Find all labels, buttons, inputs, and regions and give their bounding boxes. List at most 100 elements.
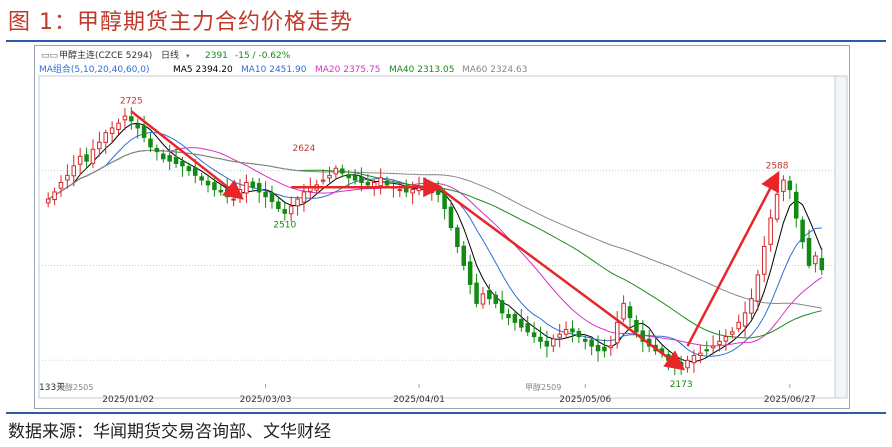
candle-body <box>103 132 108 143</box>
candle-body <box>71 165 77 177</box>
candle-body <box>742 312 748 327</box>
candle-body <box>346 174 351 179</box>
candle-body <box>167 155 172 162</box>
price-annotation: 2624 <box>292 144 315 154</box>
candle-body <box>493 294 498 304</box>
ma10-legend: MA10 2451.90 <box>241 65 307 75</box>
candle-body <box>506 314 511 319</box>
ma40-legend: MA40 2313.05 <box>389 65 454 75</box>
candles <box>45 107 825 376</box>
candle-body <box>519 318 524 328</box>
candle-body <box>365 181 371 186</box>
candle-body <box>499 300 505 314</box>
candle-body <box>65 174 70 181</box>
price-annotation: 2588 <box>766 161 789 171</box>
ma5-legend: MA5 2394.20 <box>173 65 233 75</box>
days-label: 133天 <box>39 383 65 393</box>
price-change: -15 / -0.62% <box>235 51 291 61</box>
candle-body <box>109 127 115 134</box>
candle-body <box>90 148 96 164</box>
candle-body <box>84 154 89 162</box>
candle-body <box>410 189 415 194</box>
ma60-line <box>47 149 822 309</box>
candle-body <box>58 181 64 189</box>
candle-body <box>282 209 288 214</box>
candle-body <box>122 115 128 121</box>
period-label[interactable]: 日线 <box>161 49 179 61</box>
candle-body <box>813 255 818 265</box>
candle-body <box>192 167 198 176</box>
toolbar-menu-icon[interactable]: ▭▭ <box>41 51 58 61</box>
candle-body <box>161 153 166 160</box>
candle-body <box>698 352 703 356</box>
source-rule <box>6 412 886 414</box>
right-axis-strip[interactable] <box>834 75 848 399</box>
candle-body <box>634 319 639 333</box>
candle-body <box>212 182 217 191</box>
candle-body <box>544 340 550 347</box>
candle-body <box>730 331 735 335</box>
candle-body <box>749 298 754 314</box>
candle-body <box>148 138 153 148</box>
candle-body <box>538 336 543 342</box>
candle-body <box>551 338 556 347</box>
candle-body <box>52 191 57 201</box>
candle-body <box>723 336 729 342</box>
candle-body <box>582 338 588 342</box>
candle-body <box>116 122 121 131</box>
source-note: 数据来源：华闻期货交易咨询部、文华财经 <box>8 422 331 442</box>
candle-body <box>141 125 147 138</box>
ma60-legend: MA60 2324.63 <box>462 65 527 75</box>
contract-2509-label: 甲醇2509 <box>525 382 561 392</box>
candle-body <box>129 116 134 122</box>
candle-body <box>512 313 518 323</box>
candle-body <box>224 188 230 198</box>
candle-body <box>525 323 530 333</box>
candle-body <box>263 191 268 198</box>
candle-body <box>781 179 786 192</box>
instrument-label[interactable]: 甲醇主连(CZCE 5294) <box>59 49 152 61</box>
candle-body <box>218 189 224 193</box>
candle-body <box>397 189 403 192</box>
candle-body <box>691 355 697 364</box>
candle-body <box>186 166 192 172</box>
grid-lines <box>39 170 835 361</box>
last-price: 2391 <box>205 51 228 61</box>
ma-group-label[interactable]: MA组合(5,10,20,40,60,0) <box>39 63 150 75</box>
candle-body <box>301 191 307 203</box>
candle-body <box>717 340 722 346</box>
candle-body <box>576 331 582 338</box>
candle-body <box>333 167 339 175</box>
candle-body <box>135 123 140 129</box>
candle-body <box>704 349 709 352</box>
candle-body <box>474 282 479 304</box>
candle-body <box>614 321 620 344</box>
candle-body <box>244 181 249 194</box>
candle-body <box>819 257 825 271</box>
x-tick-label: 2025/04/01 <box>393 395 445 405</box>
candle-body <box>608 345 614 349</box>
chart-panel: ▭▭ 甲醇主连(CZCE 5294) 日线 ▾ 2391 -15 / -0.62… <box>34 45 850 409</box>
candle-body <box>557 333 562 338</box>
period-dropdown-icon[interactable]: ▾ <box>186 52 190 60</box>
candle-body <box>806 237 812 266</box>
candle-body <box>173 156 179 165</box>
candle-body <box>327 174 332 179</box>
trend-arrows <box>130 110 780 371</box>
candle-body <box>199 176 204 181</box>
candle-body <box>467 261 473 285</box>
ma20-legend: MA20 2375.75 <box>315 65 380 75</box>
price-annotation: 2510 <box>273 220 296 230</box>
toolbar: ▭▭ 甲醇主连(CZCE 5294) 日线 ▾ 2391 -15 / -0.62… <box>41 49 291 61</box>
candle-body <box>461 245 467 266</box>
candle-body <box>269 192 275 202</box>
x-tick-label: 2025/03/03 <box>240 395 292 405</box>
candle-body <box>531 332 537 338</box>
candle-body <box>800 219 805 243</box>
candle-body <box>793 191 799 219</box>
contract-2505-label: 甲醇2505 <box>57 382 93 392</box>
candle-body <box>378 177 383 187</box>
candle-body <box>602 346 607 352</box>
trend-arrow <box>130 110 244 200</box>
candle-body <box>154 148 160 153</box>
